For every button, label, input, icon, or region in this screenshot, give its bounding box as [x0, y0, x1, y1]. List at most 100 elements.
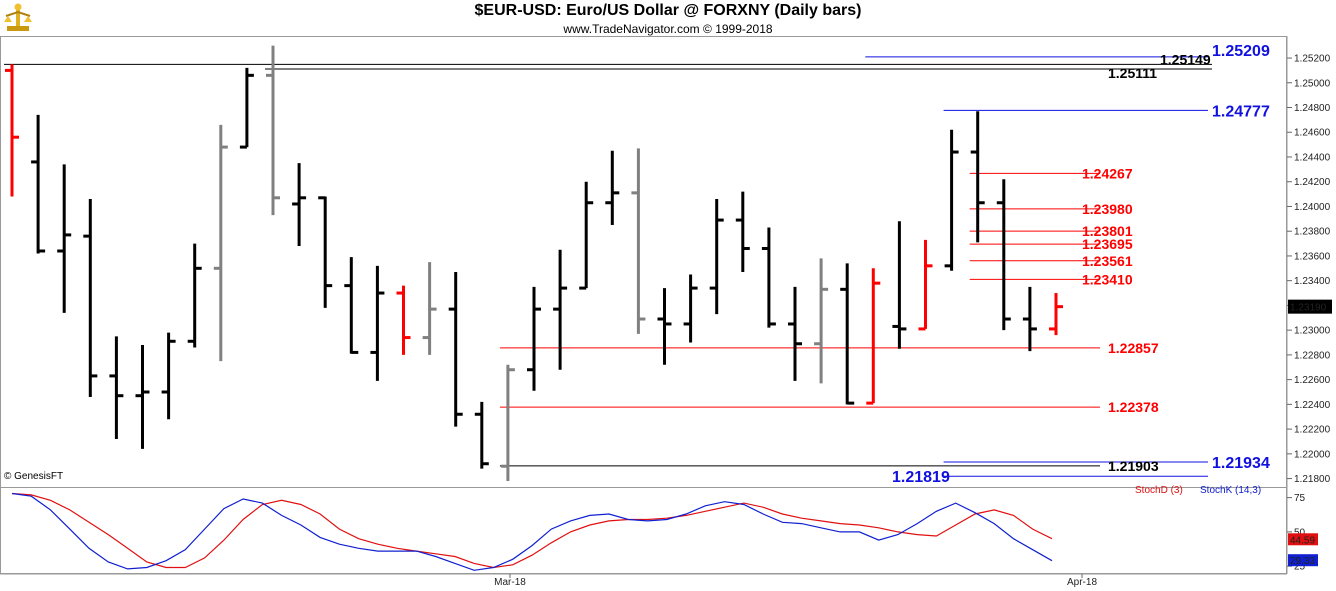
ohlc-bar: [500, 364, 515, 482]
stoch-tick-label: 25: [1294, 562, 1306, 573]
trade-navigator-logo-icon: [4, 3, 32, 31]
price-tick-label: 1.24600: [1294, 128, 1331, 139]
price-level-label: 1.25149: [1160, 51, 1211, 67]
chart-title: $EUR-USD: Euro/US Dollar @ FORXNY (Daily…: [474, 2, 862, 19]
price-tick-label: 1.22600: [1294, 375, 1331, 386]
last-price-marker: 1.23190: [1288, 299, 1332, 314]
ohlc-bar: [579, 181, 594, 290]
stoch-d-line: [11, 492, 1053, 569]
ohlc-bar: [657, 288, 672, 365]
price-level-label: 1.25111: [1108, 65, 1157, 81]
price-tick-label: 1.23000: [1294, 326, 1331, 337]
ohlc-bar: [161, 332, 176, 420]
ohlc-bar: [814, 258, 829, 384]
ohlc-bar: [970, 111, 985, 243]
price-tick-label: 1.24800: [1294, 103, 1331, 114]
ohlc-bar: [1049, 293, 1063, 336]
ohlc-bar: [788, 286, 802, 381]
price-level-label: 1.23410: [1082, 271, 1133, 287]
price-level-label: 1.24777: [1212, 103, 1270, 120]
price-tick-label: 1.22200: [1294, 425, 1331, 436]
time-tick-label: Mar-18: [494, 577, 526, 588]
ohlc-bar: [57, 164, 72, 313]
price-level-label: 1.24267: [1082, 165, 1133, 181]
ohlc-bar: [370, 265, 385, 381]
stoch-d-last-label: 44.59: [1290, 535, 1315, 546]
price-level-label: 1.22378: [1108, 399, 1159, 415]
ohlc-bar: [135, 344, 150, 449]
price-level-label: 1.22857: [1108, 340, 1159, 356]
chart-header: $EUR-USD: Euro/US Dollar @ FORXNY (Daily…: [0, 0, 1336, 36]
price-tick-label: 1.25000: [1294, 78, 1331, 89]
ohlc-bar: [892, 221, 907, 349]
price-level-label: 1.23561: [1082, 253, 1133, 269]
stoch-k-legend: StochK (14,3): [1200, 485, 1261, 496]
price-axis-ticks: 1.25200 1.25000 1.24800 1.24600 1.24400 1.242…: [1287, 54, 1331, 485]
price-tick-label: 1.23800: [1294, 227, 1331, 238]
time-tick-label: Apr-18: [1067, 577, 1097, 588]
ohlc-bar: [866, 268, 881, 405]
price-level-label: 1.21934: [1212, 455, 1270, 472]
ohlc-bar: [31, 114, 46, 254]
ohlc-bar: [474, 401, 489, 469]
price-tick-label: 1.21800: [1294, 474, 1331, 485]
stoch-k-last-label: 29.33: [1290, 556, 1315, 567]
ohlc-bar: [761, 227, 776, 328]
price-tick-label: 1.24400: [1294, 152, 1331, 163]
price-tick-label: 1.22400: [1294, 400, 1331, 411]
chart-subtitle: www.TradeNavigator.com © 1999-2018: [563, 22, 773, 36]
ohlc-bar: [448, 272, 463, 427]
ohlc-bar: [709, 199, 724, 315]
ohlc-bar: [213, 124, 228, 362]
watermark: © GenesisFT: [4, 471, 63, 482]
ohlc-bar: [918, 239, 933, 331]
price-tick-label: 1.22800: [1294, 350, 1331, 361]
price-level-label: 1.23980: [1082, 201, 1133, 217]
stochastic-panel: 75 50 25 StochD (3) StochK (14,3) 44.59 29.33: [11, 485, 1318, 573]
price-level-label: 1.23801: [1082, 223, 1133, 239]
ohlc-bar: [109, 336, 124, 439]
time-axis-labels: Mar-18 Apr-18: [494, 574, 1097, 588]
price-tick-label: 1.23400: [1294, 276, 1331, 287]
ohlc-bar: [396, 285, 411, 355]
stoch-panel-frame: [0, 487, 1287, 574]
stoch-d-last-box: [1288, 533, 1318, 546]
price-level-label: 1.21819: [892, 469, 950, 486]
ohlc-bar: [553, 249, 568, 370]
ohlc-bar: [683, 274, 698, 343]
stoch-k-line: [11, 492, 1053, 571]
price-tick-label: 1.25200: [1294, 54, 1331, 65]
ohlc-bar: [83, 199, 98, 397]
ohlc-bar: [422, 262, 437, 355]
price-level-label: 1.23695: [1082, 236, 1133, 252]
price-tick-label: 1.23600: [1294, 251, 1331, 262]
ohlc-bar: [266, 45, 280, 216]
ohlc-bar: [5, 64, 19, 197]
last-price-label: 1.23190: [1290, 303, 1327, 314]
ohlc-bars: [5, 45, 1063, 482]
ohlc-bar: [292, 163, 307, 247]
ohlc-bar: [318, 196, 333, 308]
ohlc-bar: [527, 286, 541, 391]
ohlc-bar: [996, 179, 1011, 331]
price-level-label: 1.21903: [1108, 458, 1159, 474]
price-tick-label: 1.24200: [1294, 177, 1331, 188]
ohlc-bar: [344, 257, 359, 354]
ohlc-bar: [840, 263, 855, 405]
ohlc-bar: [605, 150, 620, 226]
ohlc-bar: [187, 243, 202, 348]
ohlc-bar: [631, 148, 646, 334]
price-level-label: 1.25209: [1212, 43, 1270, 60]
stoch-tick-label: 50: [1294, 527, 1306, 538]
ohlc-bar: [1022, 286, 1037, 352]
price-tick-label: 1.22000: [1294, 449, 1331, 460]
ohlc-bar: [735, 191, 750, 273]
stoch-tick-label: 75: [1294, 493, 1306, 504]
ohlc-bar: [944, 129, 959, 271]
ohlc-bar: [239, 67, 254, 149]
last-price-box: [1288, 299, 1332, 314]
price-tick-label: 1.24000: [1294, 202, 1331, 213]
stoch-d-legend: StochD (3): [1135, 485, 1183, 496]
